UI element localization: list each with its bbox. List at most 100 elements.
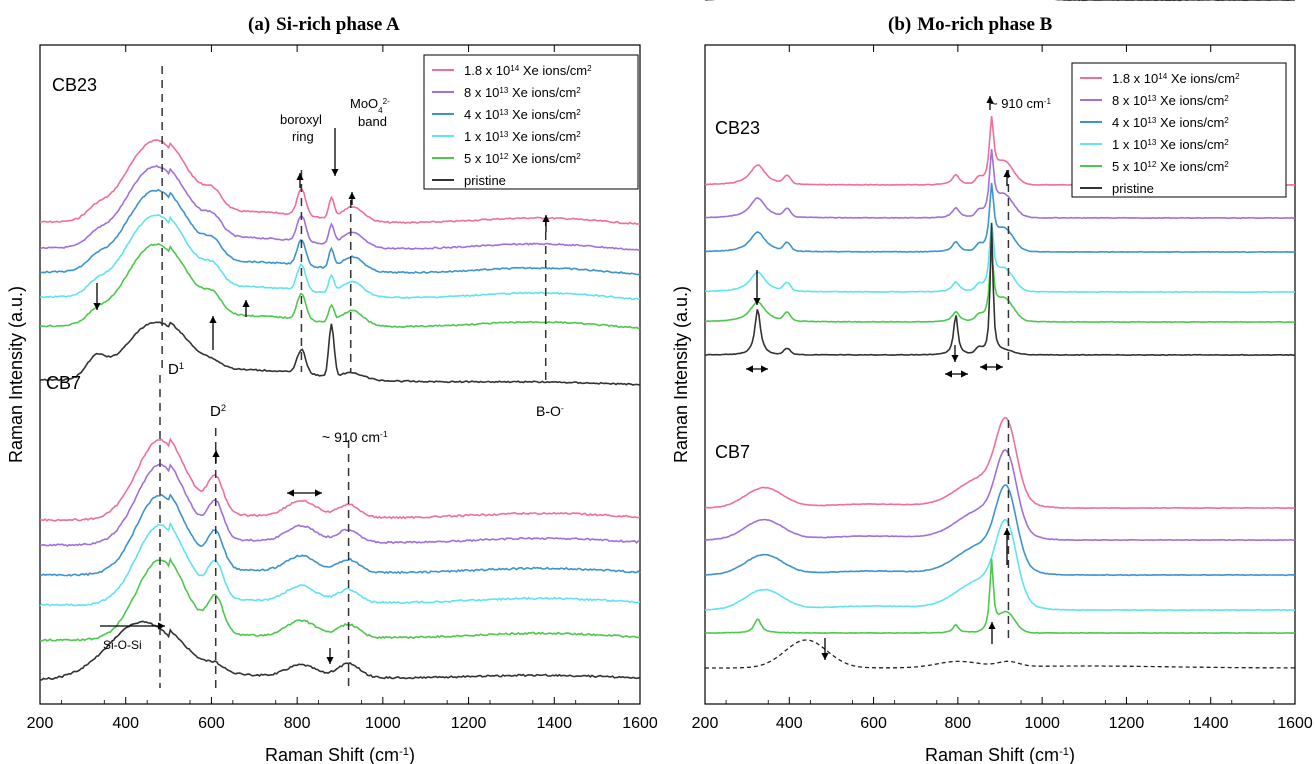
arrow-sioso	[100, 622, 165, 630]
panel-a: 200 400 600 800 1000 1200 1400 1600 Raman Shift …	[6, 44, 658, 764]
x-tick-label: 800	[284, 715, 311, 732]
group-label-cb23: CB23	[715, 118, 760, 138]
x-tick-label: 1400	[1193, 715, 1229, 732]
x-tick-label: 1200	[451, 715, 487, 732]
arrow-795	[951, 345, 959, 362]
arrow-range-795	[945, 370, 968, 378]
annotation-bo: B-O-	[536, 403, 564, 419]
series-cb23-1	[705, 149, 1296, 220]
arrow-800-range	[287, 489, 322, 497]
series-cb23-5	[39, 321, 641, 386]
plot-frame	[704, 44, 1296, 705]
legend-entry: pristine	[464, 173, 506, 188]
panel-a-title: (a) Si-rich phase A	[248, 14, 400, 35]
legend-entry: pristine	[1112, 181, 1154, 196]
x-axis-label: Raman Shift (cm-1)	[265, 745, 415, 764]
series-cb7-0	[704, 416, 1295, 510]
annotation-band: band	[358, 114, 387, 129]
legend: 1.8 x 1014 Xe ions/cm2 8 x 1013 Xe ions/c…	[423, 54, 639, 190]
x-tick-label: 1200	[1109, 715, 1145, 732]
arrow-moo4	[331, 128, 339, 176]
arrow-cb7-dotted	[821, 638, 829, 660]
annotation-moo4: MoO42-	[350, 96, 390, 115]
series-cb23-4	[39, 242, 641, 330]
series-cb7-4	[39, 556, 641, 642]
legend-entry: 4 x 1013 Xe ions/cm2	[464, 107, 581, 122]
legend-box	[423, 54, 639, 190]
x-tick-label: 1600	[622, 715, 658, 732]
series-cb23-3	[39, 214, 641, 301]
annotation-ring: ring	[292, 129, 314, 144]
x-tick-label: 800	[945, 715, 972, 732]
y-axis-label: Raman Intensity (a.u.)	[6, 286, 26, 463]
group-label-cb7: CB7	[715, 442, 750, 462]
series-cb7-1	[39, 463, 641, 547]
panel-b-title: (b) Mo-rich phase B	[888, 14, 1053, 35]
x-tick-label: 1600	[1277, 715, 1313, 732]
legend-entry: 8 x 1013 Xe ions/cm2	[464, 85, 581, 100]
legend-entry: 1 x 1013 Xe ions/cm2	[464, 129, 581, 144]
x-tick-label: 1400	[536, 715, 572, 732]
group-label-cb23: CB23	[52, 75, 97, 95]
y-axis-label: Raman Intensity (a.u.)	[671, 286, 691, 463]
series-cb23-1	[39, 164, 640, 251]
x-tick-label: 600	[860, 715, 887, 732]
annotation-d1: D1	[168, 361, 184, 378]
arrow-910-b	[986, 96, 994, 110]
series-cb7-0	[39, 437, 641, 522]
series-cb7-2	[704, 484, 1296, 577]
legend-entry: 5 x 1012 Xe ions/cm2	[1112, 159, 1229, 174]
legend-entry: 4 x 1013 Xe ions/cm2	[1112, 115, 1229, 130]
arrow-d2	[212, 450, 220, 463]
series-cb7-5	[39, 620, 641, 681]
arrow-930	[348, 192, 356, 205]
arrow-325	[753, 270, 761, 305]
annotation-boroxyl: boroxyl	[280, 112, 322, 127]
annotation-910-b: ~ 910 cm-1	[990, 96, 1052, 111]
series-cb23-4	[704, 252, 1296, 324]
arrow-bo	[542, 215, 550, 232]
x-tick-label: 1000	[1024, 715, 1060, 732]
legend-entry: 1 x 1013 Xe ions/cm2	[1112, 137, 1229, 152]
legend-entry: 8 x 1013 Xe ions/cm2	[1112, 93, 1229, 108]
arrow-range-880	[980, 363, 1003, 371]
legend: 1.8 x 1014 Xe ions/cm2 8 x 1013 Xe ions/c…	[1071, 62, 1287, 198]
legend-box	[1071, 62, 1287, 198]
arrow-range-325	[746, 365, 768, 373]
arrow-cb7-910	[1003, 528, 1011, 565]
annotation-d2: D2	[210, 403, 226, 420]
arrow-cb7-pristine	[326, 648, 334, 664]
group-label-cb7: CB7	[46, 373, 81, 393]
arrow-605	[209, 316, 217, 350]
arrow-cb7-880	[988, 622, 996, 644]
series-cb7-3	[704, 518, 1296, 612]
panel-b: 200 400 600 800 1000 1200 1400 1600 Raman Shift …	[671, 0, 1313, 764]
arrow-boroxyl	[296, 173, 304, 188]
series-cb23-2	[39, 188, 641, 276]
arrow-cb23-910	[1003, 170, 1011, 186]
annotation-sioso: Si-O-Si	[103, 638, 142, 652]
x-tick-label: 200	[692, 715, 719, 732]
legend-entry: 1.8 x 1014 Xe ions/cm2	[1112, 71, 1240, 86]
arrow-330	[93, 283, 101, 310]
x-axis-label: Raman Shift (cm-1)	[925, 745, 1075, 764]
x-tick-label: 1000	[365, 715, 401, 732]
series-cb7-reference-dotted	[705, 639, 1295, 669]
arrow-680	[242, 300, 250, 317]
series-cb7-3	[39, 521, 641, 607]
series-cb23-3	[704, 222, 1296, 294]
x-tick-label: 600	[198, 715, 225, 732]
series-cb23-5	[704, 222, 1296, 357]
series-cb7-1	[704, 449, 1296, 542]
series-cb23-0	[39, 139, 640, 225]
x-tick-label: 200	[27, 715, 54, 732]
annotation-910-a: ~ 910 cm-1	[322, 429, 388, 445]
plot-frame	[39, 44, 641, 705]
legend-entry: 5 x 1012 Xe ions/cm2	[464, 151, 581, 166]
x-tick-label: 400	[776, 715, 803, 732]
legend-entry: 1.8 x 1014 Xe ions/cm2	[464, 63, 592, 78]
series-cb7-4	[704, 558, 1296, 635]
series-cb23-2	[704, 182, 1296, 254]
